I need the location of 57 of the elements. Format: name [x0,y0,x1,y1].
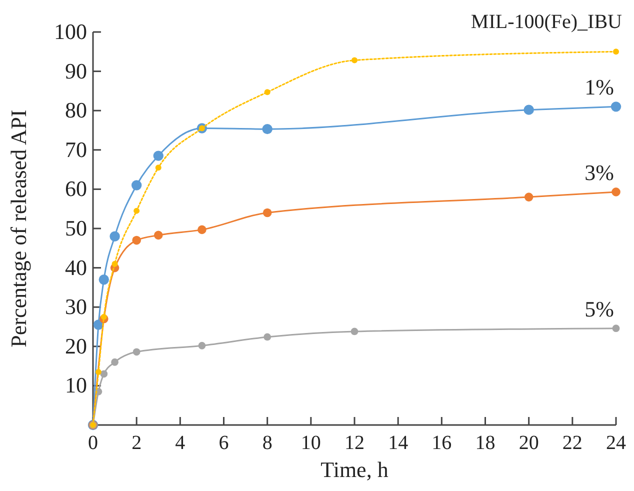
y-tick-label: 100 [54,19,87,44]
y-tick-label: 90 [65,58,87,84]
point [262,124,272,134]
x-tick-label: 2 [132,432,142,454]
point [264,89,270,96]
point [154,230,163,240]
y-tick-label: 80 [65,98,87,123]
y-tick-label: 20 [65,333,87,358]
y-axis-title: Percentage of released API [6,110,31,348]
point [352,57,358,64]
x-tick-label: 22 [562,432,582,454]
x-axis-title: Time, h [320,457,388,482]
point [98,274,109,285]
x-tick-label: 16 [432,432,452,454]
chart-title: MIL-100(Fe)_IBU [470,11,623,33]
y-tick-label: 70 [65,136,87,162]
x-tick-label: 10 [300,432,321,454]
point [610,102,622,112]
x-tick-label: 18 [475,432,496,454]
x-tick-label: 4 [175,432,186,454]
point [524,192,534,202]
y-tick-label: 60 [65,176,87,202]
point [111,358,118,366]
x-tick-label: 6 [218,432,229,454]
x-tick-label: 12 [344,432,364,454]
point [262,208,272,218]
point [155,164,162,171]
point [198,225,206,234]
y-tick-label: 40 [65,254,87,280]
point [95,368,102,375]
point [198,342,206,350]
point [264,333,272,341]
x-tick-label: 24 [606,432,626,454]
point [134,208,140,214]
point [350,328,358,336]
point [612,188,620,196]
point [132,348,140,356]
point [132,236,141,245]
point [100,370,108,378]
point [112,260,118,267]
y-tick-label: 10 [65,372,87,398]
series-label: 5% [584,296,614,322]
point [613,48,619,55]
point [153,150,164,161]
point [524,104,534,115]
point [110,231,120,242]
series-label: 1% [584,74,614,100]
point [100,314,107,320]
x-tick-label: 0 [88,432,98,454]
x-tick-label: 20 [518,432,539,454]
point [612,324,620,332]
series-label: 3% [584,160,614,185]
y-tick-label: 50 [65,216,87,240]
y-tick-label: 30 [65,294,87,320]
x-tick-label: 8 [262,432,272,454]
x-tick-label: 14 [388,432,408,454]
point [131,180,142,190]
